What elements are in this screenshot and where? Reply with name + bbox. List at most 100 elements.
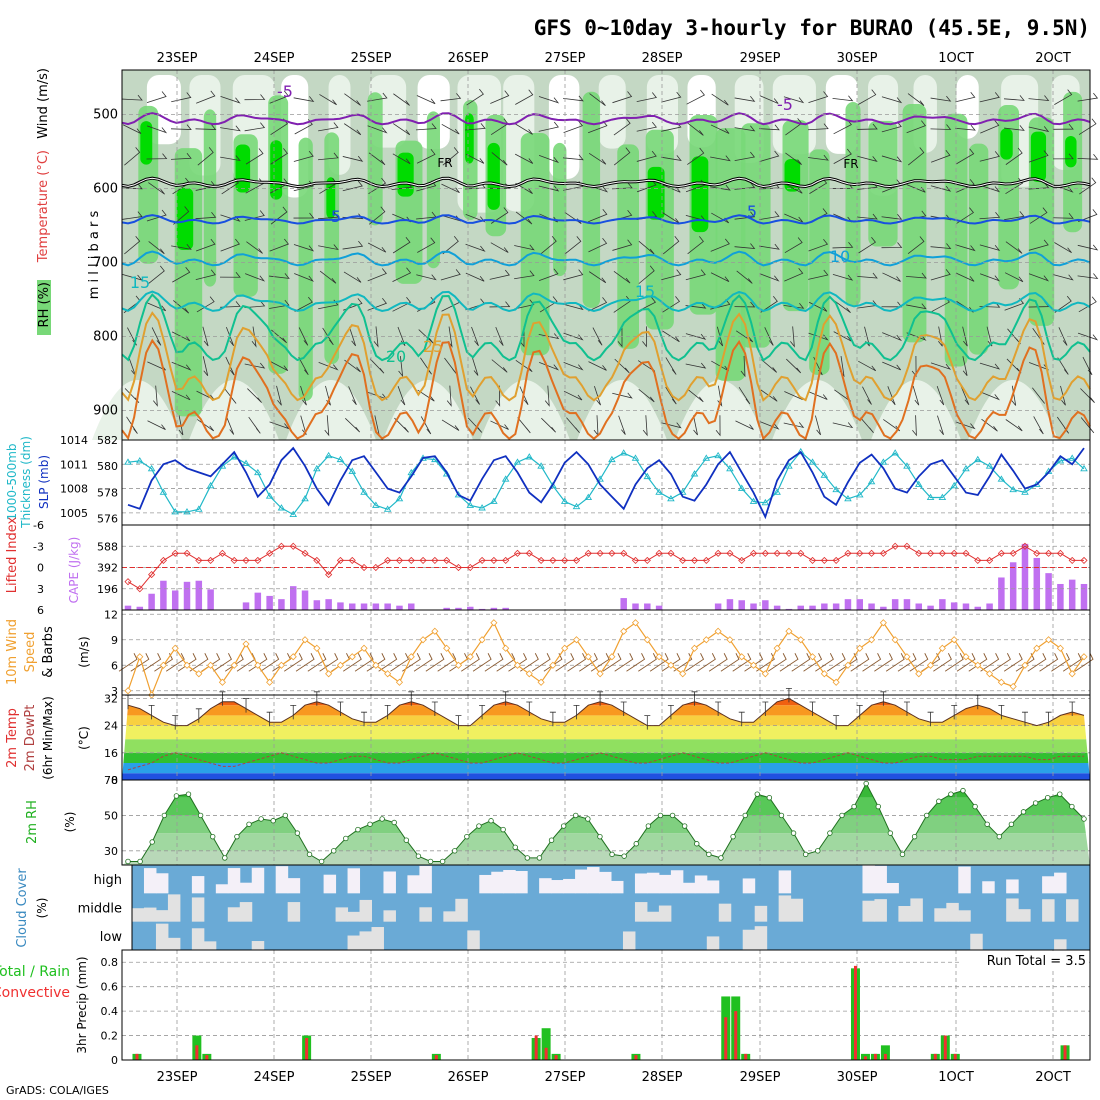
cape-bar — [1068, 579, 1076, 610]
wind-barb — [1003, 95, 1025, 101]
wind-barb — [1028, 273, 1050, 282]
wind-speed-point — [679, 670, 687, 678]
wind-barb — [225, 356, 235, 376]
wind-barb — [283, 653, 303, 672]
wind-barb — [687, 236, 704, 255]
rh-moist-area — [203, 109, 217, 287]
cape-bar — [655, 605, 663, 610]
rh-moist-area — [582, 91, 601, 308]
wind-barb — [716, 326, 724, 347]
wind-speed-point — [218, 678, 226, 686]
rh-dry-area — [598, 75, 626, 149]
cape-bar — [750, 603, 757, 610]
profile-ylabel: m i l l i b a r s — [87, 211, 102, 300]
wind-ylabel-units: (m/s) — [77, 636, 91, 667]
wind-barb — [1028, 239, 1049, 251]
rh-point — [439, 858, 446, 865]
lifted-index-point — [572, 556, 581, 564]
wind-speed-point — [820, 670, 828, 678]
cape-bar — [195, 580, 203, 610]
rh-moist-area — [902, 103, 927, 343]
wind-barb — [857, 272, 878, 279]
cloud-clear-cell — [191, 897, 205, 922]
cloud-clear-cell — [155, 910, 169, 922]
cloud-clear-cell — [646, 911, 660, 922]
thickness-point — [466, 501, 475, 508]
isotherm-label: 25 — [423, 337, 443, 356]
precip-convective-bar — [434, 1055, 438, 1060]
thickness-point — [973, 455, 982, 463]
cloud-clear-cell — [191, 876, 205, 894]
rh2m-ylabel-units: (%) — [63, 812, 77, 833]
cape-bar — [148, 593, 155, 610]
lifted-index-point — [915, 549, 923, 557]
rh-moist-area — [298, 137, 313, 401]
wind-barb — [563, 269, 584, 281]
thickness-point — [242, 459, 250, 466]
lifted-index-point — [384, 556, 392, 564]
wind-barb — [1053, 274, 1074, 281]
cape-bar — [962, 603, 970, 610]
wind-speed-point — [407, 653, 415, 661]
lifted-index-point — [773, 549, 781, 557]
wind-barb — [223, 387, 237, 404]
rh-point — [645, 823, 652, 829]
isotherm-line — [121, 214, 1091, 225]
wind-barb — [1003, 653, 1023, 672]
wind-barb — [1057, 357, 1069, 375]
cloud-clear-cell — [886, 883, 899, 894]
wind-barb — [342, 180, 363, 192]
wind-speed-point — [1045, 636, 1053, 644]
lifted-index-point — [785, 549, 793, 557]
wind-barb — [579, 653, 598, 672]
wind-barb — [269, 90, 289, 104]
wind-barb — [148, 241, 165, 255]
cloud-clear-cell — [143, 868, 157, 894]
wind-barb — [270, 148, 288, 165]
wind-barb — [962, 356, 968, 377]
lifted-cape-panel: 588 392 196 -6 -3 0 3 6 Lifted Index CAPE (J/kg) — [5, 516, 1091, 617]
wind-speed-point — [1021, 661, 1029, 669]
wind-barb — [394, 417, 409, 433]
cape-bar — [266, 595, 273, 610]
rh-point — [706, 851, 712, 858]
wind-barb — [348, 386, 357, 406]
wind-barb — [708, 653, 728, 672]
thickness-point — [714, 451, 722, 459]
lifted-index-point — [395, 556, 404, 564]
wind-tick-label: 3 — [111, 685, 118, 698]
wind-barb — [637, 296, 657, 312]
rh-point — [597, 833, 603, 840]
cape-bar — [785, 608, 793, 610]
cloud-clear-cell — [419, 907, 432, 922]
cape-bar — [880, 606, 887, 610]
wind-barb — [398, 356, 404, 378]
rh-point — [210, 833, 216, 840]
lifted-index-point — [230, 556, 238, 564]
wind-barb — [298, 327, 309, 346]
wind-speed-point — [667, 661, 675, 669]
wind-barb — [146, 91, 167, 104]
precip-convective-bar — [205, 1055, 209, 1060]
thickness-point — [537, 462, 545, 469]
rh-point — [246, 821, 252, 827]
wind-barb — [392, 267, 412, 282]
wind-barb — [881, 242, 903, 249]
wind-barb — [858, 89, 877, 105]
cloud-clear-cell — [563, 878, 576, 894]
wind-barb — [367, 92, 388, 102]
cape-bar — [313, 600, 321, 610]
temperature-minmax-bar — [644, 715, 651, 730]
temperature-bands — [122, 698, 1090, 780]
rh-point — [548, 837, 555, 843]
lifted-ylabel: Lifted Index — [5, 516, 20, 593]
wind-barb — [225, 326, 235, 346]
rh-point — [899, 851, 906, 858]
wind-barb — [342, 653, 362, 672]
wind-barb — [661, 653, 681, 672]
wind-barb — [244, 300, 266, 309]
wind-barb — [832, 422, 854, 429]
wind-barb — [665, 386, 677, 405]
wind-speed-point — [832, 678, 840, 686]
